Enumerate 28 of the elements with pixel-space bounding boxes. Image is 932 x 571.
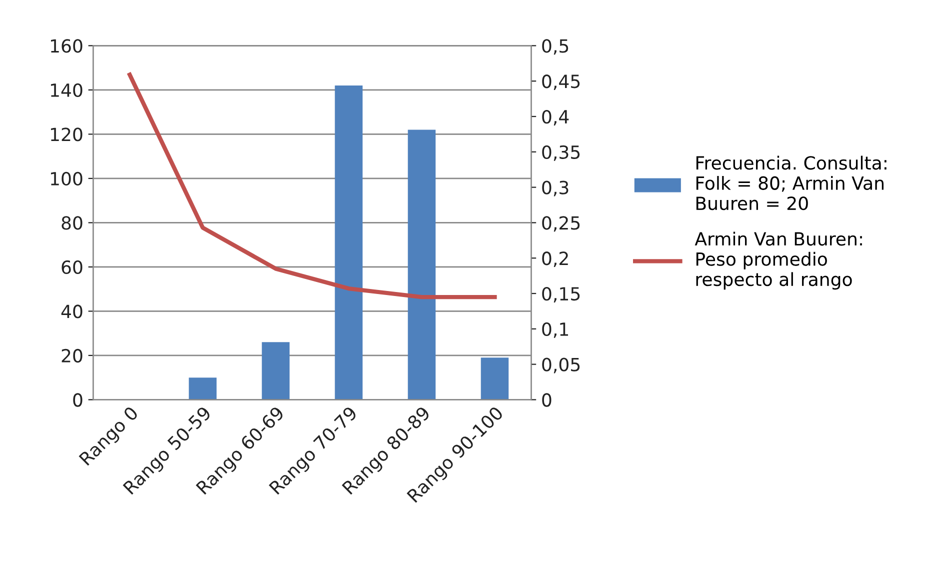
y-tick-label: 140	[51, 83, 82, 98]
y2-tick-label: 0,35	[542, 145, 580, 161]
line-series	[128, 72, 497, 300]
y-tick-label: 100	[51, 172, 82, 186]
bar	[408, 130, 436, 400]
y-tick-label: 60	[62, 260, 82, 274]
y-tick-label: 0	[73, 393, 82, 407]
y2-tick-label: 0,15	[542, 286, 580, 302]
bar	[262, 342, 290, 400]
legend-label: Frecuencia. Consulta: Folk = 80; Armin Van Buuren = 20	[696, 156, 886, 210]
y2-tick-label: 0,2	[542, 252, 568, 268]
y2-tick-label: 0	[542, 393, 552, 407]
y-tick-label: 120	[51, 128, 82, 142]
y2-tick-label: 0,5	[542, 39, 568, 55]
y2-tick-label: 0,45	[542, 74, 580, 90]
y-tick-label: 80	[62, 216, 82, 230]
y2-tick-label: 0,3	[542, 180, 568, 196]
y2-tick-label: 0,05	[542, 358, 580, 374]
y-tick-label: 40	[61, 304, 82, 318]
y-tick-label: 160	[51, 39, 82, 53]
legend-label: Armin Van Buuren: Peso promedio respecto al rango	[694, 232, 862, 290]
y-tick-label: 20	[62, 348, 82, 363]
bar	[334, 86, 363, 400]
bar	[188, 378, 217, 400]
y2-tick-label: 0,4	[542, 110, 569, 126]
bar	[480, 358, 509, 400]
y2-tick-label: 0,25	[542, 216, 580, 232]
y2-tick-label: 0,1	[542, 322, 568, 338]
